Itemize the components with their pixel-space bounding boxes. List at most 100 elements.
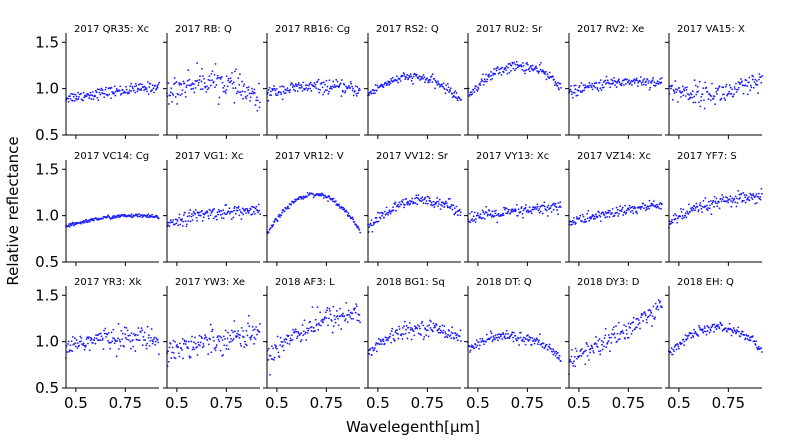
data-point	[433, 77, 436, 80]
data-point	[628, 204, 631, 207]
data-point	[504, 67, 507, 69]
data-point	[512, 67, 515, 70]
data-point	[493, 215, 496, 217]
data-point	[521, 213, 524, 215]
data-point	[493, 210, 496, 213]
data-point	[745, 79, 748, 82]
data-point	[721, 194, 724, 196]
data-point	[167, 103, 170, 105]
data-point	[586, 212, 589, 215]
data-point	[513, 69, 516, 72]
data-point	[209, 214, 212, 217]
data-point	[516, 214, 519, 217]
data-point	[271, 89, 274, 92]
data-point	[695, 93, 698, 96]
data-point	[440, 203, 442, 206]
data-point	[674, 217, 677, 220]
panel-title: 2017 RB: Q	[175, 24, 232, 35]
data-point	[145, 347, 148, 350]
data-point	[443, 203, 446, 206]
data-point	[705, 86, 708, 89]
data-point	[717, 324, 720, 326]
data-point	[641, 313, 644, 316]
data-point	[590, 86, 593, 89]
data-point	[714, 200, 717, 203]
y-tick-label: 1.0	[35, 80, 59, 98]
data-point	[140, 327, 143, 330]
data-point	[320, 81, 323, 84]
data-point	[636, 79, 639, 82]
data-point	[748, 81, 750, 84]
data-point	[654, 302, 657, 305]
data-point	[302, 197, 305, 200]
data-point	[559, 82, 562, 85]
data-point	[380, 343, 383, 346]
data-point	[533, 342, 536, 345]
data-point	[459, 329, 462, 332]
data-point	[115, 216, 118, 219]
data-point	[458, 97, 461, 99]
data-point	[132, 87, 134, 90]
data-point	[710, 95, 713, 97]
data-point	[128, 92, 131, 94]
data-point	[643, 77, 646, 80]
data-point	[290, 339, 293, 342]
data-point	[324, 83, 326, 86]
data-point	[342, 206, 345, 209]
data-point	[735, 205, 738, 208]
data-point	[318, 194, 321, 197]
data-point	[669, 85, 672, 88]
data-point	[301, 86, 303, 88]
data-point	[557, 356, 560, 359]
data-point	[307, 329, 309, 332]
data-point	[353, 90, 356, 92]
data-point	[477, 341, 480, 344]
data-point	[124, 336, 127, 339]
data-point	[453, 337, 456, 340]
data-point	[300, 332, 303, 334]
data-point	[656, 80, 659, 83]
data-point	[403, 206, 405, 209]
data-point	[374, 84, 377, 86]
data-point	[558, 88, 560, 91]
data-point	[433, 206, 436, 209]
data-point	[407, 77, 410, 80]
data-point	[177, 345, 180, 348]
data-point	[76, 342, 79, 345]
data-point	[439, 208, 442, 211]
data-point	[555, 206, 558, 209]
data-point	[202, 216, 205, 219]
data-point	[739, 335, 742, 338]
data-point	[485, 205, 488, 208]
data-point	[296, 335, 299, 338]
data-point	[286, 87, 289, 90]
data-point	[737, 86, 740, 89]
data-point	[741, 84, 744, 87]
data-point	[475, 218, 477, 220]
data-point	[649, 86, 652, 89]
data-point	[722, 196, 725, 199]
data-point	[244, 343, 247, 346]
data-point	[536, 338, 539, 341]
data-point	[432, 203, 434, 206]
data-point	[501, 214, 504, 217]
data-point	[507, 210, 509, 213]
data-point	[516, 339, 519, 342]
data-point	[754, 344, 757, 346]
data-point	[218, 340, 221, 343]
data-point	[244, 209, 246, 212]
data-point	[605, 75, 608, 78]
data-point	[677, 101, 679, 103]
data-point	[623, 84, 625, 86]
data-point	[107, 339, 109, 342]
data-point	[328, 195, 331, 198]
data-point	[245, 344, 248, 347]
data-point	[192, 87, 195, 90]
data-point	[248, 92, 251, 95]
data-point	[494, 212, 497, 215]
data-point	[488, 73, 490, 76]
data-point	[715, 328, 718, 331]
data-point	[553, 204, 556, 207]
data-point	[404, 78, 407, 81]
